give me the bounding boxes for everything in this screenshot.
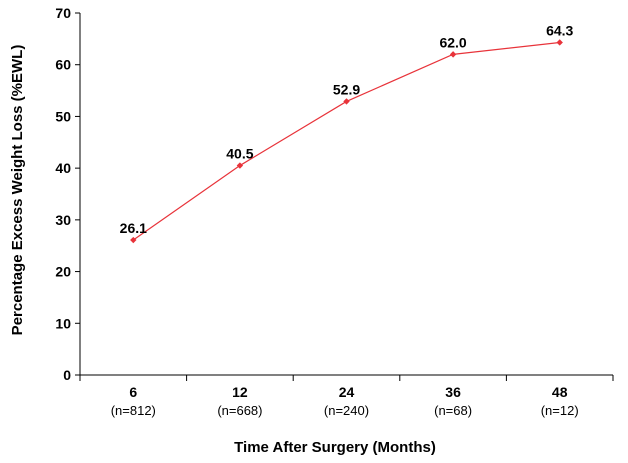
- y-axis-title: Percentage Excess Weight Loss (%EWL): [9, 45, 26, 336]
- sample-size-label: (n=68): [434, 403, 472, 418]
- y-tick-label: 70: [55, 5, 71, 21]
- data-label: 64.3: [546, 22, 573, 38]
- data-label: 62.0: [439, 34, 466, 50]
- y-tick-label: 0: [63, 367, 71, 383]
- series-line: 26.1 40.5 52.9 62.0 64.3: [120, 22, 574, 244]
- x-axis: 6 (n=812) 12 (n=668) 24 (n=240) 36 (n=68) 48 (n=1…: [79, 374, 614, 418]
- x-tick-label: 24: [339, 384, 355, 400]
- data-point-marker: [556, 39, 563, 46]
- y-tick-label: 40: [55, 160, 71, 176]
- data-point-marker: [130, 236, 137, 244]
- x-tick-label: 6: [129, 384, 137, 400]
- x-tick-label: 12: [232, 384, 248, 400]
- data-label: 52.9: [333, 81, 360, 97]
- y-tick-label: 10: [55, 315, 71, 331]
- y-tick-label: 20: [55, 264, 71, 280]
- data-point-marker: [343, 98, 350, 105]
- y-tick-label: 50: [55, 108, 71, 124]
- y-tick-label: 60: [55, 57, 71, 73]
- sample-size-label: (n=812): [111, 403, 156, 418]
- y-axis: 0 10 20 30 40 50 60 70: [55, 5, 81, 383]
- data-point-marker: [449, 51, 457, 58]
- data-point-marker: [236, 162, 244, 169]
- data-label: 40.5: [226, 146, 253, 162]
- series-line-path: [132, 41, 560, 241]
- y-tick-label: 30: [55, 212, 71, 228]
- sample-size-label: (n=240): [324, 403, 369, 418]
- x-tick-label: 48: [552, 384, 568, 400]
- data-label: 26.1: [120, 220, 147, 236]
- sample-size-label: (n=668): [217, 403, 262, 418]
- x-axis-title: Time After Surgery (Months): [234, 439, 436, 456]
- sample-size-label: (n=12): [541, 403, 579, 418]
- x-tick-label: 36: [445, 384, 461, 400]
